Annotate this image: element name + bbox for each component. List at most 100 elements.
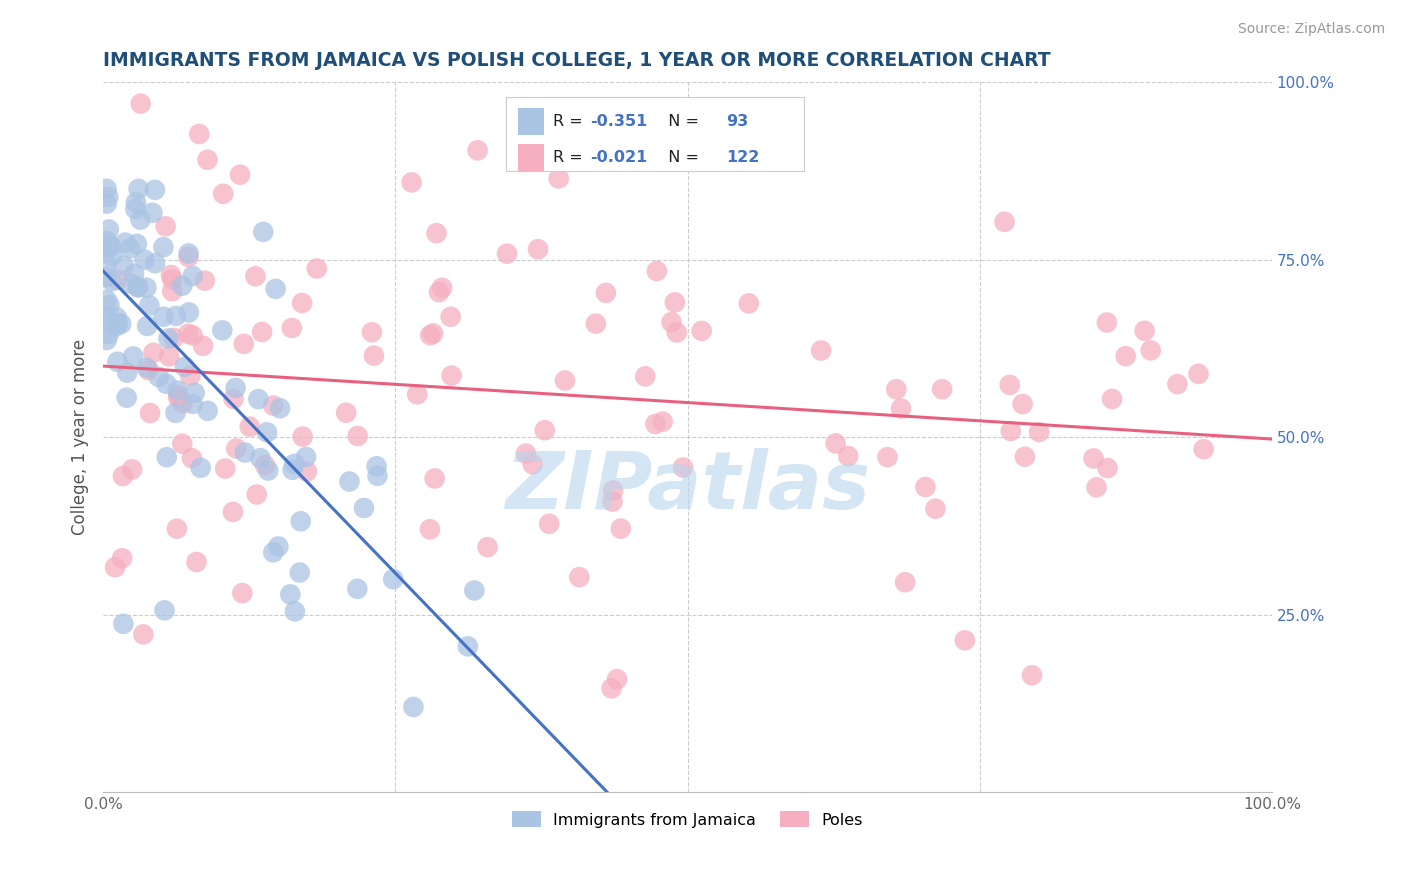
Point [672,460,695,475]
Point [233,445,256,459]
Point [101,249,124,263]
Text: IMMIGRANTS FROM JAMAICA VS POLISH COLLEGE, 1 YEAR OR MORE CORRELATION CHART: IMMIGRANTS FROM JAMAICA VS POLISH COLLEG… [103,51,1050,70]
Point [440,310,463,324]
Point [107,273,129,287]
Point [111,551,134,566]
Point [98,238,121,252]
Point [173,359,195,374]
Point [166,384,188,398]
Point [172,278,194,293]
Point [148,370,170,384]
Point [346,429,368,443]
Point [661,315,683,329]
Point [214,461,236,475]
Point [222,505,245,519]
Point [225,381,247,395]
Point [167,388,190,402]
Point [96,270,118,285]
Point [180,451,202,466]
Point [222,392,245,406]
Point [876,450,898,464]
Point [634,369,657,384]
Point [127,280,149,294]
Point [527,242,550,256]
Point [249,451,271,466]
Point [97,222,120,236]
Point [690,324,713,338]
Point [120,277,142,291]
Point [104,560,127,574]
Point [291,429,314,443]
Point [651,415,673,429]
Point [156,450,179,465]
Point [181,328,204,343]
Point [295,465,318,479]
Point [125,195,148,210]
Point [664,295,686,310]
Point [335,406,357,420]
Point [112,616,135,631]
Point [160,272,183,286]
Point [136,318,159,333]
Point [1133,324,1156,338]
Point [115,366,138,380]
Y-axis label: College, 1 year or more: College, 1 year or more [72,339,89,535]
Point [127,280,149,294]
Point [422,326,444,341]
Point [101,274,124,288]
FancyBboxPatch shape [517,145,544,171]
Point [112,259,135,273]
Point [129,96,152,111]
Text: R =: R = [553,150,588,165]
Point [363,349,385,363]
Point [281,321,304,335]
Point [96,315,118,329]
Point [155,219,177,234]
Point [998,378,1021,392]
Point [191,339,214,353]
Point [245,269,267,284]
Point [152,310,174,324]
Point [665,326,688,340]
Point [160,284,183,298]
Point [463,583,485,598]
Text: -0.021: -0.021 [591,150,648,165]
Point [496,246,519,260]
Point [477,540,499,554]
Point [423,471,446,485]
Point [143,183,166,197]
FancyBboxPatch shape [506,96,804,171]
Point [257,464,280,478]
Point [231,586,253,600]
Point [135,360,157,375]
Point [884,382,907,396]
Text: -0.351: -0.351 [591,113,648,128]
Point [644,417,666,431]
Point [1083,451,1105,466]
Point [125,236,148,251]
Point [194,274,217,288]
Point [110,317,132,331]
Point [107,355,129,369]
Text: 122: 122 [725,150,759,165]
Point [138,298,160,312]
Point [284,604,307,618]
Point [419,328,441,343]
Point [894,575,917,590]
Point [339,475,361,489]
Point [239,419,262,434]
Point [346,582,368,596]
Point [120,242,142,256]
Point [262,399,284,413]
Point [568,570,591,584]
Point [172,436,194,450]
Point [533,423,555,437]
Point [166,522,188,536]
Point [97,190,120,204]
Point [122,267,145,281]
Point [96,310,118,325]
Point [188,127,211,141]
Point [246,487,269,501]
Point [645,264,668,278]
Point [232,336,254,351]
